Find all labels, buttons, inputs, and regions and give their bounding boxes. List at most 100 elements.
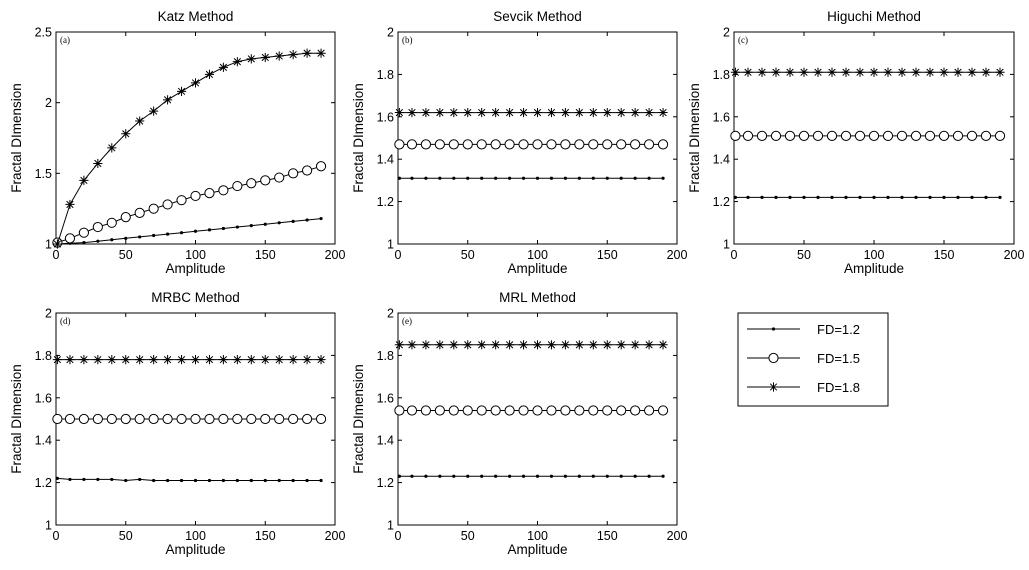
x-tick-label: 0	[53, 529, 60, 543]
series-line	[56, 52, 322, 245]
data-point	[316, 48, 326, 58]
data-point	[504, 405, 515, 416]
chart-title: Katz Method	[158, 9, 234, 24]
x-tick-label: 100	[527, 248, 548, 262]
data-point	[448, 405, 459, 416]
data-point	[246, 413, 257, 425]
x-axis-label: Amplitude	[844, 261, 904, 276]
data-point	[746, 195, 750, 199]
data-point	[480, 474, 484, 478]
data-point	[630, 405, 641, 416]
y-tick-label: 1.2	[35, 476, 52, 490]
data-point	[207, 228, 212, 232]
data-point	[616, 139, 627, 150]
legend-asterisk-marker	[768, 382, 779, 392]
series-circle	[52, 161, 327, 248]
legend-label: FD=1.5	[817, 351, 860, 366]
series-asterisk	[52, 355, 326, 365]
data-point	[260, 413, 271, 425]
data-point	[52, 355, 62, 365]
data-point	[546, 107, 557, 118]
data-point	[588, 340, 598, 350]
data-point	[730, 67, 740, 77]
data-point	[149, 106, 159, 116]
y-tick-label: 1.6	[377, 391, 394, 405]
data-point	[938, 130, 950, 141]
data-point	[477, 107, 487, 118]
series-asterisk	[730, 67, 1005, 77]
data-point	[78, 413, 90, 425]
data-point	[563, 176, 568, 180]
y-axis-label: Fractal DImension	[687, 83, 702, 193]
data-point	[302, 413, 313, 425]
data-point	[491, 340, 501, 350]
y-tick-label: 2	[45, 96, 52, 110]
data-point	[407, 107, 417, 118]
x-tick-label: 0	[395, 529, 402, 543]
data-point	[658, 107, 668, 118]
y-tick-label: 1.8	[713, 68, 730, 82]
legend-entry: FD=1.8	[747, 380, 860, 395]
data-point	[207, 478, 212, 483]
data-point	[179, 478, 184, 483]
x-tick-label: 200	[325, 529, 346, 543]
data-point	[490, 139, 501, 150]
data-point	[995, 67, 1005, 77]
data-point	[616, 107, 626, 118]
series-dot	[55, 216, 323, 246]
y-tick-label: 1.6	[35, 391, 52, 405]
data-point	[106, 217, 117, 228]
data-point	[274, 51, 284, 61]
data-point	[984, 195, 988, 199]
data-point	[508, 474, 512, 478]
panel-tag: (b)	[402, 35, 413, 45]
data-point	[956, 195, 960, 199]
y-tick-label: 2	[387, 26, 394, 40]
data-point	[52, 239, 62, 249]
data-point	[577, 474, 581, 478]
data-point	[756, 130, 768, 141]
data-point	[78, 227, 90, 238]
y-tick-label: 1.4	[713, 153, 730, 167]
data-point	[134, 207, 145, 219]
data-point	[730, 130, 741, 141]
data-point	[869, 67, 879, 77]
panel-5: MRL Method (e) 0 50 100 150 200 1 1.2 1.4 1.6 1.8 2 A…	[351, 290, 687, 557]
panel-4: MRBC Method (d) 0 50 100 150 200 1 1.2 1.4 1.6 1.8 2…	[9, 290, 345, 557]
y-tick-label: 1.2	[377, 476, 394, 490]
legend-dot-marker	[771, 327, 776, 331]
data-point	[204, 69, 215, 79]
legend-entry: FD=1.5	[747, 351, 860, 366]
data-point	[107, 143, 117, 153]
data-point	[135, 355, 145, 365]
data-point	[163, 355, 173, 365]
series-circle	[394, 405, 669, 416]
data-point	[138, 235, 142, 239]
data-point	[518, 405, 529, 416]
data-point	[110, 477, 114, 482]
data-point	[316, 355, 326, 365]
data-point	[424, 176, 428, 180]
series-dot	[733, 195, 1002, 199]
data-point	[305, 478, 309, 483]
data-point	[463, 107, 473, 118]
chart-title: Sevcik Method	[493, 9, 582, 24]
x-axis-label: Amplitude	[507, 542, 567, 557]
data-point	[249, 224, 253, 228]
data-point	[93, 355, 103, 365]
x-axis-label: Amplitude	[507, 261, 567, 276]
data-point	[812, 130, 824, 141]
data-point	[424, 474, 428, 478]
data-point	[574, 340, 584, 350]
data-point	[452, 176, 456, 180]
panel-tag: (c)	[738, 35, 748, 45]
x-tick-label: 150	[597, 248, 618, 262]
series-dot	[55, 476, 323, 483]
data-point	[448, 139, 459, 150]
data-point	[148, 413, 159, 425]
data-point	[546, 340, 557, 350]
data-point	[221, 226, 225, 231]
y-tick-label: 1.6	[377, 110, 394, 124]
y-tick-label: 1	[387, 519, 394, 533]
data-point	[148, 203, 159, 214]
